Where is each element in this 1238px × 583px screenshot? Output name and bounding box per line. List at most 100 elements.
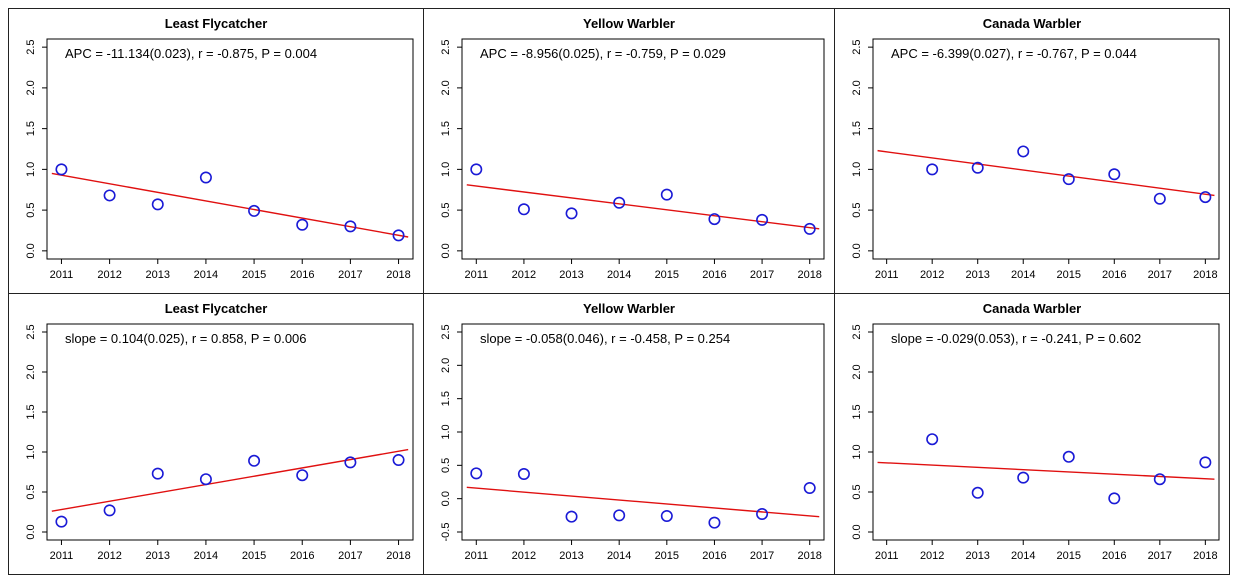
data-point: [1017, 145, 1030, 158]
x-tick-label: 2014: [1011, 550, 1035, 562]
data-point: [248, 204, 261, 217]
x-tick-label: 2013: [559, 550, 583, 562]
data-point: [1108, 168, 1121, 181]
x-tick-label: 2012: [920, 269, 944, 281]
stat-annotation: slope = -0.058(0.046), r = -0.458, P = 0…: [480, 331, 730, 346]
x-tick-label: 2017: [1148, 550, 1172, 562]
data-point: [296, 469, 309, 482]
x-tick-label: 2015: [242, 550, 266, 562]
data-point: [1199, 191, 1212, 204]
x-tick-label: 2014: [194, 550, 218, 562]
y-tick-label: 2.5: [851, 39, 863, 54]
y-tick-label: 2.5: [851, 324, 863, 339]
data-point: [296, 218, 309, 231]
data-point: [517, 203, 530, 216]
y-tick-label: 2.0: [25, 364, 37, 379]
data-point: [803, 482, 816, 495]
fit-line: [51, 448, 409, 512]
stat-annotation: slope = 0.104(0.025), r = 0.858, P = 0.0…: [65, 331, 307, 346]
y-tick-label: 1.0: [440, 162, 452, 177]
y-tick-label: 0.0: [851, 243, 863, 258]
panel-title: Yellow Warbler: [583, 16, 675, 31]
x-tick-label: 2011: [875, 269, 899, 281]
x-tick-label: 2011: [464, 269, 488, 281]
x-tick-label: 2018: [797, 269, 821, 281]
data-point: [55, 163, 68, 176]
data-point: [613, 196, 626, 209]
panel-title: Canada Warbler: [983, 301, 1082, 316]
y-tick-label: 0.5: [851, 484, 863, 499]
data-point: [392, 229, 405, 242]
y-tick-label: 0.5: [25, 484, 37, 499]
y-tick-label: 1.5: [440, 391, 452, 406]
x-tick-label: 2017: [750, 550, 774, 562]
stat-annotation: slope = -0.029(0.053), r = -0.241, P = 0…: [891, 331, 1141, 346]
y-tick-label: 1.5: [25, 404, 37, 419]
x-tick-label: 2013: [146, 269, 170, 281]
data-point: [565, 207, 578, 220]
y-tick-label: 0.0: [25, 524, 37, 539]
data-point: [1153, 473, 1166, 486]
y-tick-label: 1.0: [440, 424, 452, 439]
fit-line: [466, 184, 820, 230]
panel-title: Least Flycatcher: [165, 16, 268, 31]
data-point: [708, 213, 721, 226]
data-point: [660, 510, 673, 523]
x-tick-label: 2011: [50, 269, 74, 281]
data-point: [248, 454, 261, 467]
stat-annotation: APC = -11.134(0.023), r = -0.875, P = 0.…: [65, 46, 317, 61]
data-point: [1108, 492, 1121, 505]
y-tick-label: 0.5: [851, 202, 863, 217]
x-tick-label: 2015: [655, 269, 679, 281]
data-point: [926, 163, 939, 176]
x-tick-label: 2012: [920, 550, 944, 562]
chart-svg: Canada Warbler slope = -0.029(0.053), r =…: [851, 301, 1220, 562]
data-point: [344, 220, 357, 233]
y-tick-label: 2.0: [440, 80, 452, 95]
chart-panel-least-flycatcher-apc: Least Flycatcher APC = -11.134(0.023), r …: [8, 8, 424, 294]
x-tick-label: 2013: [965, 550, 989, 562]
x-tick-label: 2011: [464, 550, 488, 562]
y-tick-label: 0.0: [851, 524, 863, 539]
data-point: [1199, 456, 1212, 469]
y-tick-label: 0.0: [440, 243, 452, 258]
y-tick-label: 1.0: [851, 444, 863, 459]
x-tick-label: 2018: [386, 550, 410, 562]
x-tick-label: 2014: [1011, 269, 1035, 281]
y-tick-label: 0.5: [25, 202, 37, 217]
x-tick-label: 2011: [50, 550, 74, 562]
x-tick-label: 2015: [1057, 269, 1081, 281]
plot-frame: [46, 38, 414, 260]
x-tick-label: 2013: [965, 269, 989, 281]
data-point: [470, 163, 483, 176]
chart-svg: Yellow Warbler APC = -8.956(0.025), r = -…: [440, 16, 825, 281]
x-tick-label: 2011: [875, 550, 899, 562]
y-tick-label: 1.5: [851, 121, 863, 136]
panel-title: Canada Warbler: [983, 16, 1082, 31]
x-tick-label: 2017: [750, 269, 774, 281]
chart-panel-yellow-warbler-slope: Yellow Warbler slope = -0.058(0.046), r =…: [423, 293, 835, 575]
data-point: [756, 508, 769, 521]
x-tick-label: 2012: [512, 550, 536, 562]
plot-frame: [46, 323, 414, 541]
y-tick-label: 2.0: [25, 80, 37, 95]
y-tick-label: 2.0: [851, 364, 863, 379]
chart-panel-canada-warbler-slope: Canada Warbler slope = -0.029(0.053), r =…: [834, 293, 1230, 575]
data-point: [1017, 471, 1030, 484]
y-tick-label: 1.5: [851, 404, 863, 419]
chart-svg: Least Flycatcher APC = -11.134(0.023), r …: [25, 16, 414, 281]
data-point: [344, 456, 357, 469]
data-point: [803, 222, 816, 235]
x-tick-label: 2018: [1193, 269, 1217, 281]
y-tick-label: 0.5: [440, 202, 452, 217]
panel-title: Yellow Warbler: [583, 301, 675, 316]
chart-panel-canada-warbler-apc: Canada Warbler APC = -6.399(0.027), r = -…: [834, 8, 1230, 294]
x-tick-label: 2017: [338, 269, 362, 281]
panel-title: Least Flycatcher: [165, 301, 268, 316]
y-tick-label: 1.0: [25, 162, 37, 177]
fit-line: [877, 461, 1215, 480]
data-point: [103, 189, 116, 202]
data-point: [708, 516, 721, 529]
y-tick-label: 0.0: [440, 491, 452, 506]
plot-frame: [872, 323, 1220, 541]
